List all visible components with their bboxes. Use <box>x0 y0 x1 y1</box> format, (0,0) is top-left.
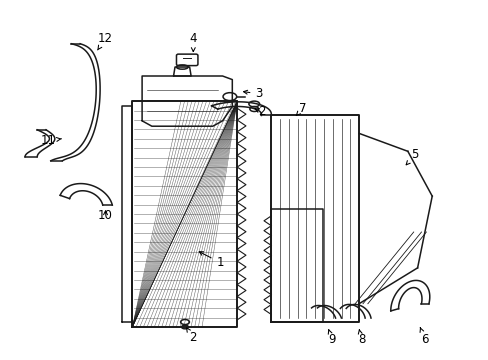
Text: 5: 5 <box>406 148 418 165</box>
Text: 3: 3 <box>243 87 262 100</box>
Text: 2: 2 <box>254 105 265 118</box>
Text: 2: 2 <box>186 328 197 344</box>
Text: 9: 9 <box>327 330 335 346</box>
Text: 7: 7 <box>296 102 306 116</box>
Text: 10: 10 <box>98 210 113 222</box>
Text: 4: 4 <box>189 32 197 51</box>
Text: 12: 12 <box>98 32 113 50</box>
Text: 11: 11 <box>41 134 61 147</box>
Text: 8: 8 <box>357 330 365 346</box>
Text: 6: 6 <box>419 328 428 346</box>
Text: 1: 1 <box>199 252 224 269</box>
